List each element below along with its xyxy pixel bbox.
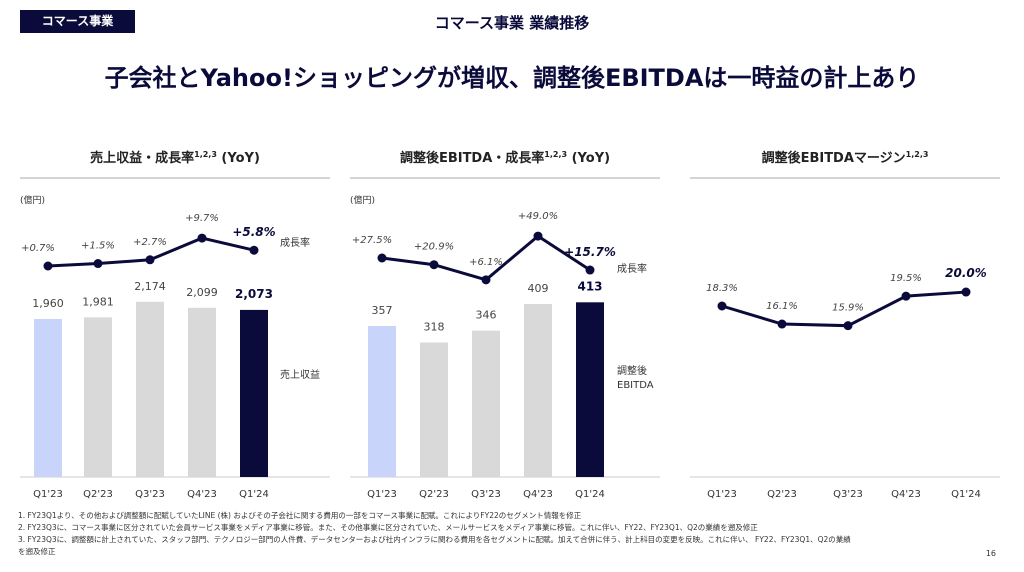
bar [34, 319, 62, 477]
line-point [533, 231, 543, 241]
footnote-3: 3. FY23Q3に、調整額に計上されていた、スタッフ部門、テクノロジー部門の人… [18, 535, 851, 544]
line-value-label: +27.5% [352, 235, 392, 246]
chart-title: 調整後EBITDA・成長率1,2,3 (YoY) [400, 150, 610, 166]
bar [240, 309, 268, 477]
line-point [43, 261, 53, 271]
bar [472, 330, 500, 477]
x-tick-label: Q1'24 [575, 489, 605, 500]
series-label: 成長率 [280, 236, 310, 249]
line-value-label: +6.1% [469, 257, 503, 268]
line-value-label: +20.9% [414, 242, 454, 253]
bar [84, 317, 112, 477]
chart-title: 調整後EBITDAマージン1,2,3 [762, 150, 929, 166]
series-label: EBITDA [617, 380, 654, 391]
line-point [717, 301, 727, 311]
line-value-label: +1.5% [81, 241, 115, 252]
x-tick-label: Q1'24 [951, 489, 981, 500]
bar-value-label: 357 [372, 304, 393, 317]
x-tick-label: Q2'23 [419, 489, 449, 500]
x-tick-label: Q1'23 [33, 489, 63, 500]
footnote-2: 2. FY23Q3に、コマース事業に区分されていた会員サービス事業をメディア事業… [18, 523, 758, 532]
line-value-label: 18.3% [706, 283, 738, 294]
line-point [585, 265, 595, 275]
x-tick-label: Q1'24 [239, 489, 269, 500]
bar-value-label: 346 [476, 309, 497, 322]
series-label: 調整後 [617, 364, 647, 377]
line-value-label: 16.1% [766, 301, 798, 312]
line-value-label: +15.7% [564, 245, 616, 259]
series-label: 成長率 [617, 262, 647, 275]
line-point [145, 255, 155, 265]
footnote-1: 1. FY23Q1より、その他および調整額に配賦していたLINE (株) および… [18, 511, 582, 520]
line-point [843, 321, 853, 331]
line-value-label: 15.9% [832, 303, 864, 314]
line-value-label: +49.0% [518, 211, 558, 222]
line-value-label: 20.0% [945, 266, 987, 280]
x-tick-label: Q3'23 [471, 489, 501, 500]
line-value-label: 19.5% [890, 273, 922, 284]
line-point [901, 291, 911, 301]
line-point [377, 253, 387, 263]
bar-value-label: 318 [424, 320, 445, 333]
x-tick-label: Q3'23 [135, 489, 165, 500]
x-tick-label: Q4'23 [187, 489, 217, 500]
line-point [93, 259, 103, 269]
line-point [197, 233, 207, 243]
bar-value-label: 1,981 [82, 295, 114, 308]
footnote-3-cont: を遡及修正 [18, 547, 56, 556]
chart-title: 売上収益・成長率1,2,3 (YoY) [90, 150, 260, 166]
bar [576, 302, 604, 477]
line-point [249, 245, 259, 255]
x-tick-label: Q4'23 [523, 489, 553, 500]
line-point [961, 287, 971, 297]
line-value-label: +2.7% [133, 237, 167, 248]
x-tick-label: Q1'23 [707, 489, 737, 500]
line-value-label: +9.7% [185, 213, 219, 224]
line-value-label: +5.8% [232, 225, 275, 239]
bar [368, 325, 396, 477]
page-number: 16 [985, 549, 996, 558]
bar-value-label: 2,073 [235, 287, 273, 301]
bar-value-label: 2,099 [186, 286, 218, 299]
line-point [481, 275, 491, 285]
line-point [429, 260, 439, 270]
segment-tag: コマース事業 [20, 10, 135, 33]
section-title: コマース事業 業績推移 [434, 14, 590, 32]
line-point [777, 319, 787, 329]
x-tick-label: Q3'23 [833, 489, 863, 500]
unit-label: (億円) [350, 194, 375, 206]
bar-value-label: 409 [528, 282, 549, 295]
bar-value-label: 413 [577, 279, 602, 293]
series-label: 売上収益 [280, 368, 320, 381]
x-tick-label: Q4'23 [891, 489, 921, 500]
unit-label: (億円) [20, 194, 45, 206]
bar [188, 307, 216, 477]
x-tick-label: Q1'23 [367, 489, 397, 500]
bar-value-label: 2,174 [134, 280, 166, 293]
bar-value-label: 1,960 [32, 297, 64, 310]
bar [524, 303, 552, 477]
bar [136, 301, 164, 477]
line-value-label: +0.7% [21, 243, 55, 254]
x-tick-label: Q2'23 [83, 489, 113, 500]
x-tick-label: Q2'23 [767, 489, 797, 500]
headline: 子会社とYahoo!ショッピングが増収、調整後EBITDAは一時益の計上あり [104, 64, 920, 92]
bar [420, 342, 448, 477]
